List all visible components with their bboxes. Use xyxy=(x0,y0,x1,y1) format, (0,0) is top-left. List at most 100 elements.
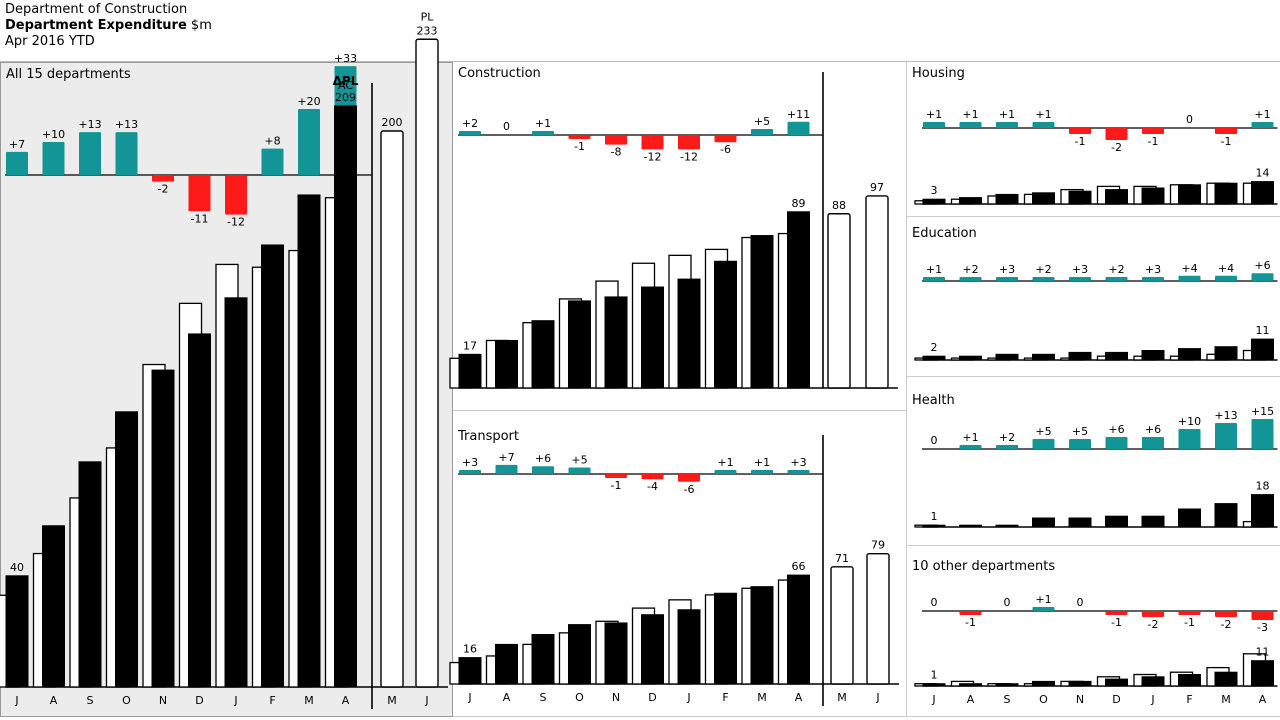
ac-bar xyxy=(1105,351,1128,361)
organization-name: Department of Construction xyxy=(5,2,188,17)
delta-label: -12 xyxy=(644,150,662,163)
ac-bar xyxy=(1251,338,1274,361)
ac-bar xyxy=(1068,680,1092,687)
delta-bar xyxy=(605,474,627,478)
delta-label: -6 xyxy=(684,483,695,496)
month-label: A xyxy=(795,691,803,704)
header-divider xyxy=(0,61,1280,62)
delta-bar xyxy=(1215,611,1237,617)
delta-bar xyxy=(751,129,773,135)
delta-label: +7 xyxy=(498,451,514,464)
month-label: S xyxy=(87,694,94,707)
ac-bar xyxy=(5,575,29,688)
delta-label: 0 xyxy=(1186,113,1193,126)
ac-first-label: 1 xyxy=(931,510,938,523)
delta-bar xyxy=(1215,128,1237,134)
delta-bar xyxy=(459,470,481,474)
month-label: A xyxy=(967,693,975,706)
panel-health: Health 0 +1 +2 +5 +5 +6 +6 +10 +13 +15 1 18 xyxy=(907,389,1280,541)
ac-bar xyxy=(1032,680,1055,687)
ac-bar xyxy=(458,353,482,389)
delta-bar xyxy=(495,464,518,474)
ac-last-label: 18 xyxy=(1256,480,1270,493)
delta-bar xyxy=(959,445,982,449)
ac-bar xyxy=(1141,676,1165,687)
delta-label: +2 xyxy=(462,117,478,130)
month-label: M xyxy=(387,694,397,707)
delta-label: +11 xyxy=(787,108,810,121)
ac-bar xyxy=(1178,508,1201,528)
panel-title: Housing xyxy=(912,66,965,81)
ac-first-label: 2 xyxy=(931,341,938,354)
forecast-bar xyxy=(380,130,404,688)
delta-bar xyxy=(1105,277,1128,281)
ac-bar xyxy=(151,369,175,688)
delta-bar xyxy=(42,142,65,175)
month-label: S xyxy=(1004,693,1011,706)
month-label: N xyxy=(1076,693,1084,706)
divider xyxy=(907,216,1280,217)
ac-bar xyxy=(995,683,1019,687)
month-label: O xyxy=(1039,693,1048,706)
delta-bar xyxy=(115,132,138,175)
delta-bar xyxy=(678,135,700,150)
delta-label: -12 xyxy=(680,150,698,163)
month-label: O xyxy=(575,691,584,704)
forecast-bar xyxy=(827,213,851,389)
panel-title: 10 other departments xyxy=(912,559,1056,574)
ac-bar xyxy=(1032,353,1055,361)
delta-label: +5 xyxy=(1072,425,1088,438)
ac-bar xyxy=(922,524,946,528)
ac-bar xyxy=(1141,350,1165,361)
delta-bar xyxy=(714,135,737,143)
delta-label: +5 xyxy=(571,454,587,467)
ac-last-label: 89 xyxy=(792,197,806,210)
chart-svg: +1 +1 +1 +1 -1 -2 -1 0 -1 +1 3 14 xyxy=(914,108,1278,205)
month-label: M xyxy=(304,694,314,707)
ac-bar xyxy=(261,244,284,688)
delta-label: -2 xyxy=(158,183,169,196)
delta-label: -1 xyxy=(1221,135,1232,148)
ac-first-label: 17 xyxy=(463,339,477,352)
panel-title: Health xyxy=(912,393,955,408)
ac-first-label: 16 xyxy=(463,643,477,656)
delta-bar xyxy=(1105,128,1128,140)
divider xyxy=(907,545,1280,546)
delta-bar xyxy=(1069,439,1091,449)
delta-bar xyxy=(1032,277,1055,281)
delta-label: -1 xyxy=(1148,135,1159,148)
month-label: F xyxy=(1186,693,1192,706)
month-label: J xyxy=(931,693,935,706)
divider xyxy=(906,62,907,717)
report-title-bold: Department Expenditure xyxy=(5,18,187,33)
delta-label: 0 xyxy=(931,596,938,609)
delta-label: -1 xyxy=(1184,616,1195,629)
delta-bar xyxy=(1032,439,1055,449)
delta-bar xyxy=(1069,277,1091,281)
delta-bar xyxy=(152,175,174,182)
month-label: M xyxy=(757,691,767,704)
ac-bar xyxy=(1251,181,1274,205)
ac-first-label: 1 xyxy=(931,669,938,682)
delta-bar xyxy=(1032,607,1055,611)
ac-bar xyxy=(995,524,1019,528)
ac-bar xyxy=(1105,189,1128,205)
month-label: J xyxy=(233,694,237,707)
ac-bar xyxy=(1251,660,1274,687)
delta-label: -1 xyxy=(965,616,976,629)
delta-label: +5 xyxy=(1035,425,1051,438)
delta-label: +1 xyxy=(1035,108,1051,121)
delta-label: +3 xyxy=(1072,263,1088,276)
delta-bar xyxy=(996,122,1018,128)
month-label: O xyxy=(122,694,131,707)
ac-bar xyxy=(750,235,774,389)
delta-label: +1 xyxy=(535,117,551,130)
ac-bar xyxy=(604,622,628,685)
delta-label: 0 xyxy=(931,434,938,447)
delta-bar xyxy=(641,474,664,480)
delta-bar xyxy=(1178,429,1201,449)
panel-all-departments: All 15 departments +7 +10 +13 +13 -2 -11 -12 +8… xyxy=(0,10,453,717)
delta-bar xyxy=(1142,437,1164,449)
forecast-label: 97 xyxy=(870,181,884,194)
delta-label: +2 xyxy=(1108,263,1124,276)
